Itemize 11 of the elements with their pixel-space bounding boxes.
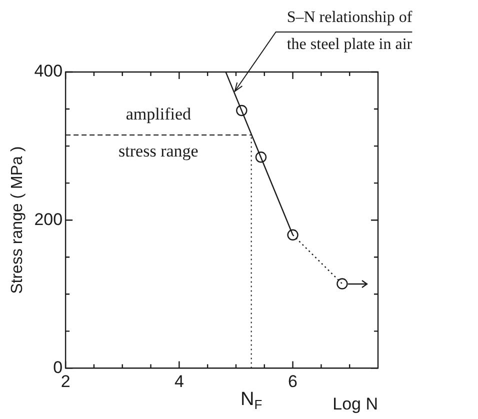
- y-axis-title: Stress range ( MPa ): [9, 146, 26, 294]
- y-tick-label: 200: [34, 210, 63, 229]
- x-tick-label: 4: [174, 372, 184, 392]
- annotation: amplified: [126, 104, 192, 124]
- y-tick-label: 0: [53, 358, 63, 377]
- x-tick-label: 6: [288, 372, 298, 392]
- x-axis-title: Log N: [332, 394, 378, 414]
- annotation: S–N relationship of the steel plate in air: [286, 9, 413, 53]
- x-tick-label: 2: [60, 372, 70, 392]
- y-tick-label: 400: [34, 62, 63, 81]
- annotation: stress range: [118, 141, 198, 160]
